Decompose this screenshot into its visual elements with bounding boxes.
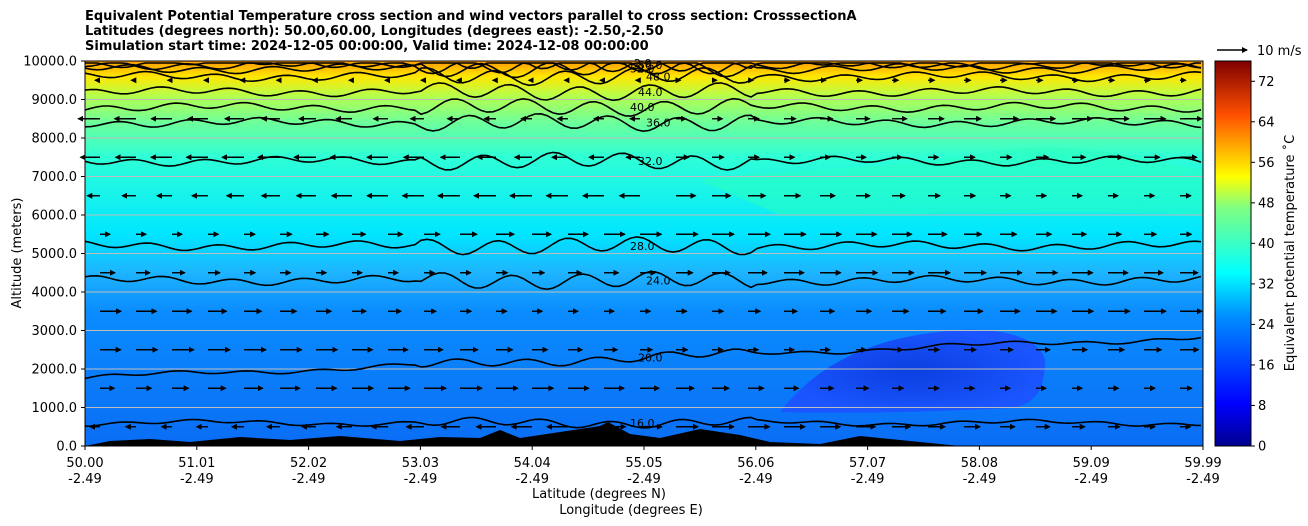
y-tick-label: 0.0 — [56, 440, 77, 455]
x-axis-label-longitude: Longitude (degrees E) — [559, 503, 703, 518]
x-tick-label-lon: -2.49 — [739, 472, 773, 487]
x-tick-label-lat: 53.03 — [402, 456, 439, 471]
contour-label: 56.0 — [638, 59, 663, 72]
x-tick-label-lon: -2.49 — [68, 472, 102, 487]
colorbar-tick-label: 8 — [1258, 399, 1266, 414]
contour-labels: 16.0 20.0 24.0 28.0 32.0 36.0 40.0 44.0 48.052.0… — [630, 57, 671, 430]
colorbar-label: Equivalent potential temperature ˚C — [1282, 135, 1298, 371]
x-tick-label-lat: 58.08 — [961, 456, 998, 471]
y-tick-label: 6000.0 — [32, 209, 78, 224]
y-tick-label: 1000.0 — [32, 401, 78, 416]
contour-label: 32.0 — [638, 155, 663, 168]
colorbar-ticks: 0 8 16 24 32 40 48 56 64 72 — [1251, 75, 1275, 455]
contour-label: 36.0 — [646, 117, 671, 130]
colorbar-tick-label: 64 — [1258, 115, 1275, 130]
x-tick-label-lat: 50.00 — [66, 456, 103, 471]
x-tick-label-lon: -2.49 — [963, 472, 997, 487]
title-line-1: Equivalent Potential Temperature cross s… — [85, 9, 857, 24]
colorbar-strip — [1214, 60, 1252, 447]
colorbar-tick-label: 72 — [1258, 75, 1275, 90]
quiver-key-label: 10 m/s — [1257, 44, 1302, 59]
colorbar-tick-label: 32 — [1258, 277, 1275, 292]
contour-line — [84, 416, 1202, 429]
x-tick-label-lat: 59.09 — [1073, 456, 1110, 471]
x-tick-label-lon: -2.49 — [180, 472, 214, 487]
y-tick-label: 3000.0 — [32, 324, 78, 339]
chart-title: Equivalent Potential Temperature cross s… — [85, 9, 857, 54]
contour-label: -2.0 — [630, 57, 651, 70]
x-tick-label-lat: 55.05 — [625, 456, 662, 471]
x-tick-label-lat: 59.99 — [1184, 456, 1221, 471]
colorbar: 0 8 16 24 32 40 48 56 64 72 Equivalent potential … — [1214, 60, 1298, 455]
x-tick-label-lat: 52.02 — [290, 456, 327, 471]
colorbar-tick-label: 24 — [1258, 318, 1275, 333]
terrain — [85, 422, 960, 446]
y-tick-label: 4000.0 — [32, 286, 78, 301]
y-tick-label: 7000.0 — [32, 170, 78, 185]
plot-area: 16.0 20.0 24.0 28.0 32.0 36.0 40.0 44.0 48.052.0… — [77, 57, 1204, 447]
contour-line — [84, 62, 1202, 79]
x-tick-label-lat: 57.07 — [849, 456, 886, 471]
contour-line — [84, 271, 1202, 291]
x-axis: 50.00-2.4951.01-2.4952.02-2.4953.03-2.49… — [66, 446, 1222, 487]
contour-line — [84, 97, 1202, 117]
contour-line — [84, 336, 1202, 380]
contour-line — [85, 62, 1202, 73]
x-tick-label-lat: 56.06 — [737, 456, 774, 471]
contour-label: 40.0 — [630, 101, 655, 114]
x-tick-label-lon: -2.49 — [515, 472, 549, 487]
x-tick-label-lat: 54.04 — [514, 456, 551, 471]
y-gridlines — [85, 99, 1203, 408]
colorbar-tick-label: 56 — [1258, 156, 1275, 171]
y-tick-label: 9000.0 — [32, 93, 78, 108]
contour-label: 20.0 — [638, 351, 663, 364]
x-tick-label-lon: -2.49 — [627, 472, 661, 487]
colorbar-tick-label: 0 — [1258, 440, 1266, 455]
x-tick-label-lon: -2.49 — [292, 472, 326, 487]
contour-line — [84, 82, 1202, 102]
contour-label: 44.0 — [638, 86, 663, 99]
y-tick-label: 2000.0 — [32, 363, 78, 378]
title-line-2: Latitudes (degrees north): 50.00,60.00, … — [85, 24, 664, 39]
y-axis: 0.0 1000.0 2000.0 3000.0 4000.0 5000.0 6000.0 7… — [23, 55, 85, 455]
low-theta-core — [780, 329, 1045, 413]
colorbar-tick-label: 40 — [1258, 237, 1275, 252]
contour-label: 24.0 — [646, 274, 671, 287]
x-tick-label-lon: -2.49 — [404, 472, 438, 487]
wind-vectors — [77, 77, 1203, 430]
contour-label: 28.0 — [630, 240, 655, 253]
colorbar-tick-label: 48 — [1258, 196, 1275, 211]
x-tick-label-lon: -2.49 — [1074, 472, 1108, 487]
x-tick-label-lon: -2.49 — [851, 472, 885, 487]
y-tick-label: 10000.0 — [23, 55, 77, 70]
title-line-3: Simulation start time: 2024-12-05 00:00:… — [85, 39, 649, 54]
colorbar-tick-label: 16 — [1258, 358, 1275, 373]
y-tick-label: 5000.0 — [32, 247, 78, 262]
x-axis-label-latitude: Latitude (degrees N) — [532, 487, 666, 502]
y-tick-label: 8000.0 — [32, 132, 78, 147]
contour-line — [84, 236, 1202, 256]
quiver-key: 10 m/s — [1217, 44, 1302, 59]
contour-label: 52.0 — [630, 63, 655, 76]
contour-label: 16.0 — [630, 417, 655, 430]
y-axis-label: Altitude (meters) — [10, 198, 25, 309]
x-tick-label-lat: 51.01 — [178, 456, 215, 471]
x-tick-label-lon: -2.49 — [1186, 472, 1220, 487]
contour-label: 48.0 — [646, 70, 671, 83]
contour-line — [84, 62, 1202, 75]
